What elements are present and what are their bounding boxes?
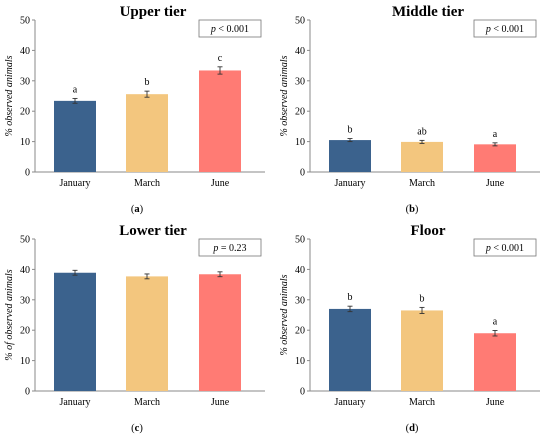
y-tick-label: 10 (295, 137, 305, 148)
p-value-box (198, 238, 262, 257)
chart-svg-d: Floor 0 10 20 30 40 50 % observed animals b Janua… (279, 223, 540, 434)
p-value-box (198, 19, 262, 38)
y-tick-label: 40 (295, 46, 305, 57)
y-tick-label: 0 (300, 168, 305, 179)
y-tick-label: 40 (20, 265, 30, 276)
panel-label: (a) (131, 204, 144, 215)
p-value-text: p = 0.23 (212, 243, 246, 254)
y-tick-label: 20 (295, 107, 305, 118)
significance-letter: c (218, 53, 223, 64)
y-tick-label: 50 (20, 235, 30, 246)
y-axis-label: % observed animals (279, 55, 290, 136)
x-tick-label: March (134, 178, 160, 189)
bar (401, 141, 443, 172)
significance-letter: ab (417, 126, 426, 137)
p-value-text: p < 0.001 (485, 243, 524, 254)
y-tick-label: 10 (20, 356, 30, 367)
bar (126, 276, 168, 391)
chart-panel-a: Upper tier 0 10 20 30 40 50 % observed animals a… (0, 0, 275, 218)
x-tick-label: June (211, 178, 230, 189)
bar (474, 333, 516, 391)
x-tick-label: March (409, 178, 435, 189)
bar (54, 100, 96, 172)
y-tick-label: 30 (20, 295, 30, 306)
bar (126, 94, 168, 172)
y-tick-label: 30 (295, 76, 305, 87)
y-tick-label: 0 (300, 387, 305, 398)
y-tick-label: 40 (295, 265, 305, 276)
y-tick-label: 20 (295, 326, 305, 337)
bar (329, 140, 371, 172)
chart-title: Upper tier (120, 4, 187, 20)
y-tick-label: 30 (295, 295, 305, 306)
panel-label: (c) (131, 423, 143, 434)
p-value-text: p < 0.001 (210, 24, 249, 35)
p-value-text: p < 0.001 (485, 24, 524, 35)
bar (474, 144, 516, 172)
bar (199, 70, 241, 172)
chart-panel-c: Lower tier 0 10 20 30 40 50 % of observed anima… (0, 219, 275, 437)
chart-svg-b: Middle tier 0 10 20 30 40 50 % observed animals… (279, 4, 540, 215)
y-axis-label: % observed animals (279, 274, 290, 355)
significance-letter: b (348, 292, 353, 303)
y-tick-label: 20 (20, 326, 30, 337)
x-tick-label: January (334, 178, 365, 189)
significance-letter: a (493, 129, 498, 140)
bar (329, 308, 371, 391)
panel-label: (d) (406, 423, 419, 434)
y-axis-label: % observed animals (4, 55, 15, 136)
bar (54, 272, 96, 391)
x-tick-label: March (134, 397, 160, 408)
p-value-box (473, 238, 537, 257)
x-tick-label: January (59, 178, 90, 189)
y-tick-label: 30 (20, 76, 30, 87)
y-tick-label: 20 (20, 107, 30, 118)
significance-letter: b (420, 293, 425, 304)
chart-title: Middle tier (392, 4, 464, 20)
y-tick-label: 50 (295, 235, 305, 246)
bar (401, 310, 443, 391)
chart-title: Floor (411, 223, 446, 239)
significance-letter: b (348, 125, 353, 136)
p-value-box (473, 19, 537, 38)
y-tick-label: 40 (20, 46, 30, 57)
significance-letter: a (73, 84, 78, 95)
x-tick-label: June (486, 178, 505, 189)
x-tick-label: January (59, 397, 90, 408)
panel-label: (b) (406, 204, 419, 215)
y-tick-label: 0 (25, 168, 30, 179)
x-tick-label: June (211, 397, 230, 408)
significance-letter: a (493, 317, 498, 328)
chart-panel-b: Middle tier 0 10 20 30 40 50 % observed animals… (275, 0, 550, 218)
chart-svg-c: Lower tier 0 10 20 30 40 50 % of observed anima… (4, 223, 265, 434)
y-tick-label: 50 (295, 16, 305, 27)
y-tick-label: 0 (25, 387, 30, 398)
bar (199, 274, 241, 391)
x-tick-label: March (409, 397, 435, 408)
significance-letter: b (145, 77, 150, 88)
chart-title: Lower tier (119, 223, 187, 239)
x-tick-label: January (334, 397, 365, 408)
x-tick-label: June (486, 397, 505, 408)
y-axis-label: % of observed animals (4, 269, 15, 360)
chart-panel-d: Floor 0 10 20 30 40 50 % observed animals b Janua… (275, 219, 550, 437)
y-tick-label: 10 (295, 356, 305, 367)
y-tick-label: 10 (20, 137, 30, 148)
chart-svg-a: Upper tier 0 10 20 30 40 50 % observed animals a… (4, 4, 265, 215)
y-tick-label: 50 (20, 16, 30, 27)
